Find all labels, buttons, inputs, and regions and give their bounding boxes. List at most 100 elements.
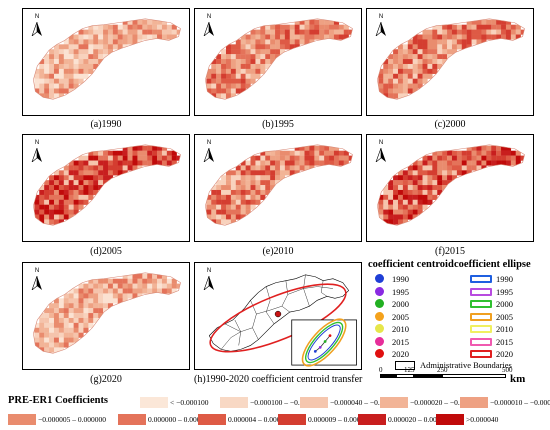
north-label: N <box>378 140 384 146</box>
coef-swatch-6 <box>118 414 146 425</box>
centroid-legend-title: coefficient centroid <box>368 259 454 270</box>
north-arrow-icon: N <box>203 268 215 291</box>
choropleth-map <box>33 144 181 226</box>
ellipse-year-2000: 2000 <box>496 299 513 309</box>
region-outline <box>377 18 525 100</box>
caption-h: (h)1990-2020 coefficient centroid transf… <box>194 374 363 385</box>
ellipse-year-2015: 2015 <box>496 336 513 347</box>
choropleth-map <box>33 18 181 100</box>
coef-swatch-4 <box>460 397 488 408</box>
coef-label-1: −0.000100 – −0.000040 <box>250 398 323 407</box>
county-cells <box>34 19 181 99</box>
centroid-dot-main <box>274 310 282 318</box>
ellipse-2020-large <box>209 283 347 353</box>
caption-a: (a)1990 <box>90 119 122 130</box>
north-label: N <box>378 14 384 20</box>
coef-swatch-3 <box>380 397 408 408</box>
caption-c: (c)2000 <box>434 119 466 130</box>
map-panel-f: N <box>366 134 534 242</box>
coef-swatch-0 <box>140 397 168 408</box>
ellipse-year-2005: 2005 <box>496 311 513 322</box>
ellipse-year-2020: 2020 <box>496 349 513 359</box>
centroid-dot-2000 <box>375 299 384 308</box>
admin-boundary-swatch <box>395 361 415 370</box>
caption-f: (f)2015 <box>435 246 465 257</box>
centroid-dot-2005 <box>375 311 384 321</box>
ellipse-swatch-2000 <box>470 300 492 308</box>
coef-label-7: 0.000004 – 0.000009 <box>228 415 292 424</box>
north-label: N <box>206 14 212 20</box>
coef-label-10: >0.000040 <box>466 415 499 424</box>
scale-tick-125: 125 <box>404 366 415 374</box>
north-arrow-icon: N <box>31 140 43 163</box>
centroid-dot-2020 <box>375 349 384 358</box>
inset-ellipses <box>301 318 347 367</box>
scale-tick-0: 0 <box>379 366 383 374</box>
coefficients-legend-title: PRE-ER1 Coefficients <box>8 395 109 406</box>
coef-label-5: −0.000005 – 0.000000 <box>38 415 106 424</box>
coef-label-9: 0.000020 – 0.000040 <box>388 415 452 424</box>
coef-swatch-9 <box>358 414 386 425</box>
coef-label-6: 0.000000 – 0.000004 <box>148 415 212 424</box>
coef-swatch-2 <box>300 397 328 408</box>
region-outline <box>205 144 353 226</box>
map-panel-d: N <box>22 134 190 242</box>
region-outline <box>33 18 181 100</box>
map-panel-a: N <box>22 8 190 116</box>
caption-g: (g)2020 <box>90 374 122 385</box>
centroid-year-2010: 2010 <box>392 324 409 334</box>
admin-boundary-label: Administrative Boundaries <box>420 360 512 370</box>
centroid-year-2020: 2020 <box>392 349 409 359</box>
choropleth-map <box>205 144 353 226</box>
scale-unit: km <box>510 373 526 385</box>
centroid-year-1995: 1995 <box>392 286 409 297</box>
north-arrow-icon: N <box>31 14 43 37</box>
ellipse-swatch-2020 <box>470 350 492 358</box>
north-label: N <box>34 268 40 274</box>
coef-label-3: −0.000020 – −0.000010 <box>410 398 483 407</box>
county-cells <box>34 273 181 353</box>
centroid-transfer-map <box>208 274 357 367</box>
coef-swatch-10 <box>436 414 464 425</box>
centroid-dot-1990 <box>375 274 384 283</box>
coef-label-2: −0.000040 – −0.000020 <box>330 398 403 407</box>
centroid-year-2000: 2000 <box>392 299 409 309</box>
north-arrow-icon: N <box>375 14 387 37</box>
map-panel-g: N <box>22 262 190 370</box>
centroid-year-1990: 1990 <box>392 274 409 284</box>
centroid-year-2015: 2015 <box>392 336 409 347</box>
scale-tick-500: 500 <box>502 366 513 374</box>
region-outline <box>377 144 525 226</box>
ellipse-swatch-2010 <box>470 325 492 333</box>
caption-b: (b)1995 <box>262 119 294 130</box>
ellipse-year-1990: 1990 <box>496 274 513 284</box>
north-label: N <box>34 14 40 20</box>
county-cells <box>378 19 525 99</box>
coef-label-0: < −0.000100 <box>170 398 209 407</box>
map-panel-h: N <box>194 262 362 370</box>
north-label: N <box>206 140 212 146</box>
choropleth-map <box>205 18 353 100</box>
county-cells <box>378 145 525 225</box>
ellipse-swatch-1995 <box>470 287 492 296</box>
ellipse-year-1995: 1995 <box>496 286 513 297</box>
coef-swatch-1 <box>220 397 248 408</box>
coef-label-4: −0.000010 – −0.000005 <box>490 398 550 407</box>
region-outline <box>205 18 353 100</box>
ellipse-swatch-2015 <box>470 337 492 346</box>
map-panel-c: N <box>366 8 534 116</box>
north-arrow-icon: N <box>203 140 215 163</box>
map-panel-e: N <box>194 134 362 242</box>
map-panel-b: N <box>194 8 362 116</box>
north-label: N <box>206 268 212 274</box>
centroid-dot-1995 <box>375 286 384 296</box>
county-cells <box>34 145 181 225</box>
caption-e: (e)2010 <box>262 246 294 257</box>
region-outline <box>33 272 181 354</box>
north-arrow-icon: N <box>375 140 387 163</box>
coef-swatch-5 <box>8 414 36 425</box>
centroid-dot-2015 <box>375 336 384 346</box>
ellipse-swatch-2005 <box>470 312 492 321</box>
north-arrow-icon: N <box>203 14 215 37</box>
ellipse-year-2010: 2010 <box>496 324 513 334</box>
